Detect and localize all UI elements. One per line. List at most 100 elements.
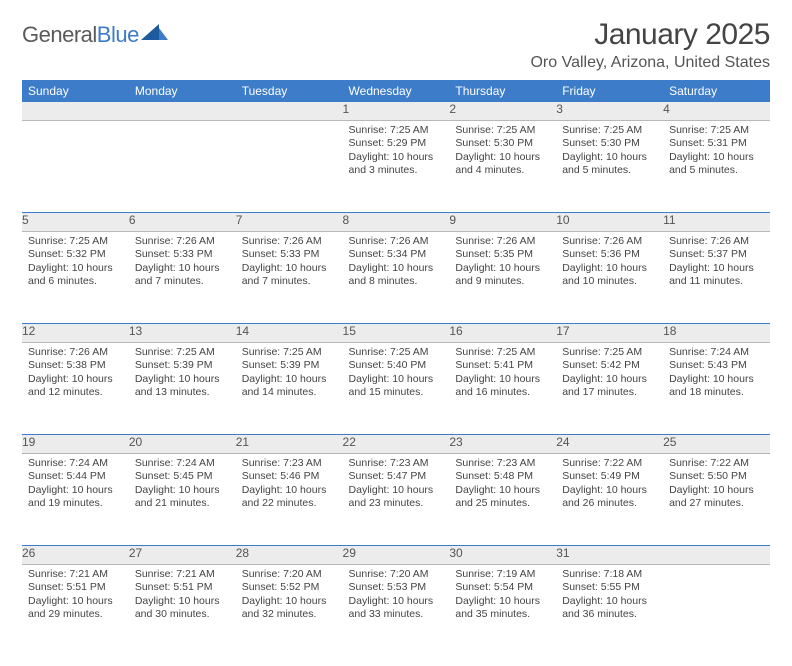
day-details: Sunrise: 7:23 AMSunset: 5:47 PMDaylight:… — [343, 454, 450, 518]
day-cell: Sunrise: 7:26 AMSunset: 5:35 PMDaylight:… — [449, 231, 556, 323]
day-number: 14 — [236, 324, 343, 342]
day-details: Sunrise: 7:22 AMSunset: 5:49 PMDaylight:… — [556, 454, 663, 518]
day-cell: Sunrise: 7:21 AMSunset: 5:51 PMDaylight:… — [22, 564, 129, 656]
title-block: January 2025 Oro Valley, Arizona, United… — [530, 18, 770, 72]
day-of-week-header: Saturday — [663, 80, 770, 102]
day-number: 28 — [236, 546, 343, 564]
day-cell: Sunrise: 7:25 AMSunset: 5:30 PMDaylight:… — [556, 120, 663, 212]
day-cell: Sunrise: 7:23 AMSunset: 5:47 PMDaylight:… — [343, 453, 450, 545]
day-cell: Sunrise: 7:20 AMSunset: 5:52 PMDaylight:… — [236, 564, 343, 656]
day-cell: Sunrise: 7:20 AMSunset: 5:53 PMDaylight:… — [343, 564, 450, 656]
day-cell: Sunrise: 7:25 AMSunset: 5:32 PMDaylight:… — [22, 231, 129, 323]
day-cell: Sunrise: 7:26 AMSunset: 5:38 PMDaylight:… — [22, 342, 129, 434]
day-number: 29 — [343, 546, 450, 564]
day-number: 30 — [449, 546, 556, 564]
day-cell: Sunrise: 7:22 AMSunset: 5:49 PMDaylight:… — [556, 453, 663, 545]
day-details: Sunrise: 7:20 AMSunset: 5:53 PMDaylight:… — [343, 565, 450, 629]
day-details: Sunrise: 7:26 AMSunset: 5:33 PMDaylight:… — [129, 232, 236, 296]
day-cell: Sunrise: 7:25 AMSunset: 5:39 PMDaylight:… — [129, 342, 236, 434]
logo: GeneralBlue — [22, 22, 169, 48]
empty-day-cell — [663, 564, 770, 656]
day-cell: Sunrise: 7:18 AMSunset: 5:55 PMDaylight:… — [556, 564, 663, 656]
day-cell: Sunrise: 7:23 AMSunset: 5:46 PMDaylight:… — [236, 453, 343, 545]
empty-day-cell — [236, 120, 343, 212]
day-details: Sunrise: 7:24 AMSunset: 5:45 PMDaylight:… — [129, 454, 236, 518]
empty-day-number — [663, 546, 770, 564]
day-number: 23 — [449, 435, 556, 453]
day-details: Sunrise: 7:25 AMSunset: 5:30 PMDaylight:… — [449, 121, 556, 185]
day-details: Sunrise: 7:26 AMSunset: 5:37 PMDaylight:… — [663, 232, 770, 296]
empty-day-number — [22, 102, 129, 120]
day-cell: Sunrise: 7:26 AMSunset: 5:33 PMDaylight:… — [129, 231, 236, 323]
day-cell: Sunrise: 7:23 AMSunset: 5:48 PMDaylight:… — [449, 453, 556, 545]
day-cell: Sunrise: 7:25 AMSunset: 5:31 PMDaylight:… — [663, 120, 770, 212]
month-title: January 2025 — [530, 18, 770, 52]
day-details: Sunrise: 7:25 AMSunset: 5:41 PMDaylight:… — [449, 343, 556, 407]
day-number: 13 — [129, 324, 236, 342]
day-number-row: 19202122232425 — [22, 435, 770, 453]
day-number: 22 — [343, 435, 450, 453]
day-details: Sunrise: 7:24 AMSunset: 5:44 PMDaylight:… — [22, 454, 129, 518]
day-details: Sunrise: 7:18 AMSunset: 5:55 PMDaylight:… — [556, 565, 663, 629]
day-details: Sunrise: 7:25 AMSunset: 5:39 PMDaylight:… — [129, 343, 236, 407]
day-details: Sunrise: 7:20 AMSunset: 5:52 PMDaylight:… — [236, 565, 343, 629]
day-number: 17 — [556, 324, 663, 342]
day-details: Sunrise: 7:19 AMSunset: 5:54 PMDaylight:… — [449, 565, 556, 629]
day-of-week-header: Friday — [556, 80, 663, 102]
calendar-table: SundayMondayTuesdayWednesdayThursdayFrid… — [22, 80, 770, 656]
day-details: Sunrise: 7:21 AMSunset: 5:51 PMDaylight:… — [22, 565, 129, 629]
day-details: Sunrise: 7:24 AMSunset: 5:43 PMDaylight:… — [663, 343, 770, 407]
days-of-week-row: SundayMondayTuesdayWednesdayThursdayFrid… — [22, 80, 770, 102]
day-details: Sunrise: 7:21 AMSunset: 5:51 PMDaylight:… — [129, 565, 236, 629]
day-cell: Sunrise: 7:24 AMSunset: 5:44 PMDaylight:… — [22, 453, 129, 545]
empty-day-number — [236, 102, 343, 120]
day-number-row: 262728293031 — [22, 546, 770, 564]
day-number: 7 — [236, 213, 343, 231]
day-number: 9 — [449, 213, 556, 231]
day-cell: Sunrise: 7:25 AMSunset: 5:30 PMDaylight:… — [449, 120, 556, 212]
day-of-week-header: Sunday — [22, 80, 129, 102]
day-of-week-header: Tuesday — [236, 80, 343, 102]
day-cell: Sunrise: 7:24 AMSunset: 5:43 PMDaylight:… — [663, 342, 770, 434]
day-details: Sunrise: 7:22 AMSunset: 5:50 PMDaylight:… — [663, 454, 770, 518]
day-number: 5 — [22, 213, 129, 231]
day-body-row: Sunrise: 7:25 AMSunset: 5:32 PMDaylight:… — [22, 231, 770, 323]
day-number: 2 — [449, 102, 556, 120]
day-cell: Sunrise: 7:26 AMSunset: 5:36 PMDaylight:… — [556, 231, 663, 323]
day-number: 4 — [663, 102, 770, 120]
day-number: 6 — [129, 213, 236, 231]
day-number: 12 — [22, 324, 129, 342]
day-details: Sunrise: 7:25 AMSunset: 5:40 PMDaylight:… — [343, 343, 450, 407]
day-of-week-header: Wednesday — [343, 80, 450, 102]
day-number: 24 — [556, 435, 663, 453]
header: GeneralBlue January 2025 Oro Valley, Ari… — [22, 18, 770, 72]
day-details: Sunrise: 7:26 AMSunset: 5:35 PMDaylight:… — [449, 232, 556, 296]
empty-day-cell — [22, 120, 129, 212]
day-details: Sunrise: 7:25 AMSunset: 5:42 PMDaylight:… — [556, 343, 663, 407]
day-cell: Sunrise: 7:25 AMSunset: 5:39 PMDaylight:… — [236, 342, 343, 434]
day-number: 26 — [22, 546, 129, 564]
day-number: 21 — [236, 435, 343, 453]
day-cell: Sunrise: 7:22 AMSunset: 5:50 PMDaylight:… — [663, 453, 770, 545]
day-number: 10 — [556, 213, 663, 231]
day-details: Sunrise: 7:26 AMSunset: 5:34 PMDaylight:… — [343, 232, 450, 296]
day-number: 25 — [663, 435, 770, 453]
day-details: Sunrise: 7:25 AMSunset: 5:32 PMDaylight:… — [22, 232, 129, 296]
day-number: 15 — [343, 324, 450, 342]
day-number: 3 — [556, 102, 663, 120]
day-details: Sunrise: 7:25 AMSunset: 5:30 PMDaylight:… — [556, 121, 663, 185]
day-details: Sunrise: 7:25 AMSunset: 5:31 PMDaylight:… — [663, 121, 770, 185]
day-number: 20 — [129, 435, 236, 453]
day-number: 8 — [343, 213, 450, 231]
day-cell: Sunrise: 7:25 AMSunset: 5:29 PMDaylight:… — [343, 120, 450, 212]
calendar-body: 12 34 Sunrise: 7:25 AMSunset: 5:29 PMDayli… — [22, 102, 770, 656]
day-details: Sunrise: 7:26 AMSunset: 5:33 PMDaylight:… — [236, 232, 343, 296]
day-number-row: 12131415161718 — [22, 324, 770, 342]
day-of-week-header: Monday — [129, 80, 236, 102]
day-details: Sunrise: 7:25 AMSunset: 5:29 PMDaylight:… — [343, 121, 450, 185]
day-body-row: Sunrise: 7:25 AMSunset: 5:29 PMDaylight:… — [22, 120, 770, 212]
day-cell: Sunrise: 7:24 AMSunset: 5:45 PMDaylight:… — [129, 453, 236, 545]
day-details: Sunrise: 7:23 AMSunset: 5:48 PMDaylight:… — [449, 454, 556, 518]
day-number-row: 567891011 — [22, 213, 770, 231]
day-details: Sunrise: 7:23 AMSunset: 5:46 PMDaylight:… — [236, 454, 343, 518]
